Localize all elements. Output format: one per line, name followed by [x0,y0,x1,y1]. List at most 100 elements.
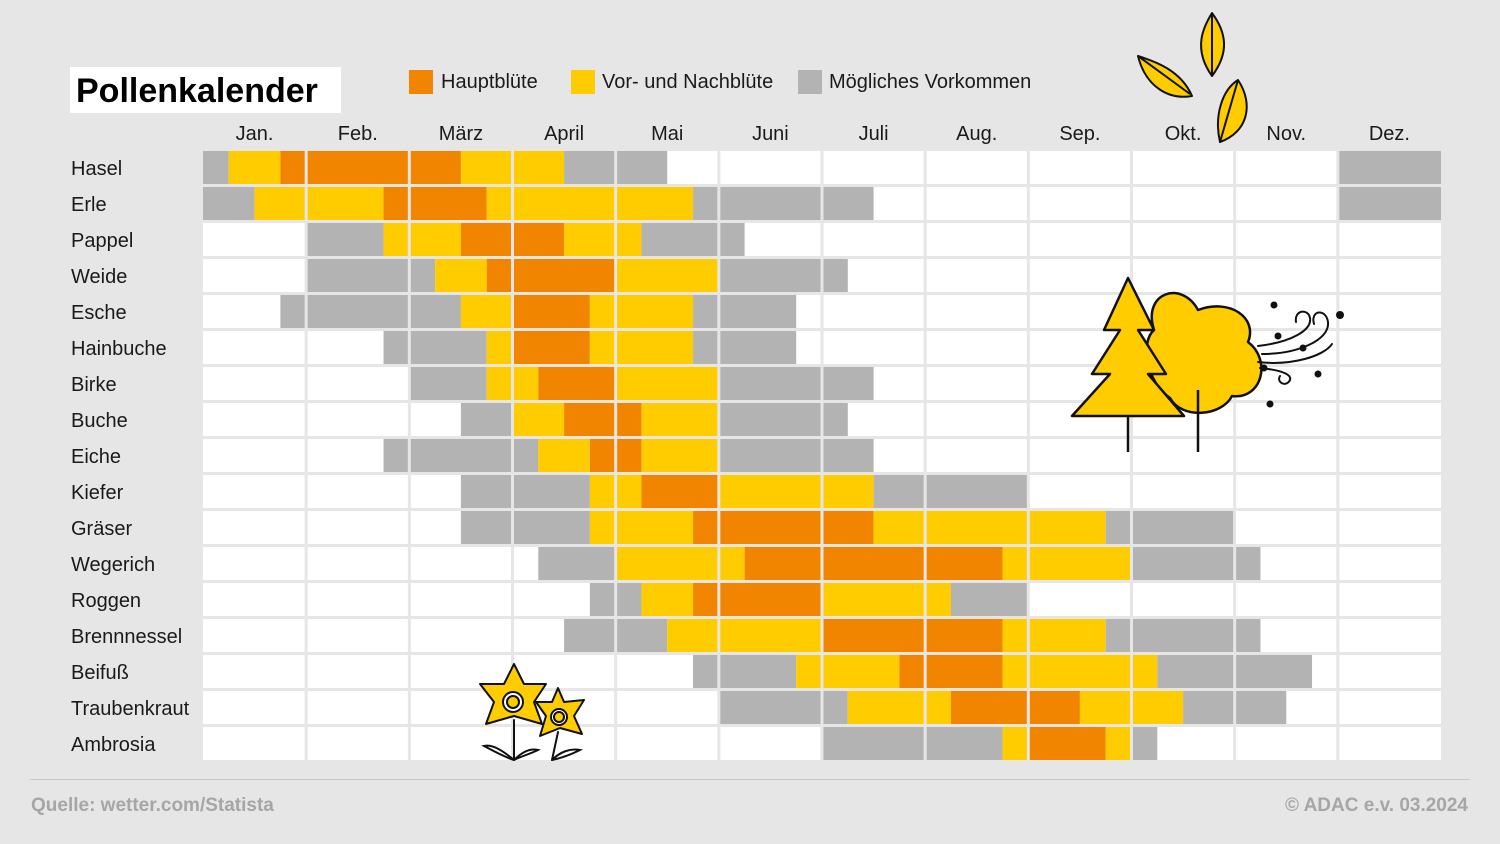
plant-label: Kiefer [71,482,124,504]
legend-swatch-vor-nachbluete [571,70,595,94]
legend-swatch-moegliches-vorkommen [798,70,822,94]
plant-label: Hainbuche [71,338,167,360]
pollen-segment [1002,547,1132,580]
pollen-segment [718,439,874,472]
month-label: Aug. [956,123,997,145]
pollen-segment [1002,655,1158,688]
pollen-segment [460,295,513,328]
pollen-segment [718,691,848,724]
pollen-segment [486,187,694,220]
pollen-segment [718,475,874,508]
pollen-segment [512,295,590,328]
plant-label: Erle [71,194,107,216]
month-label: Nov. [1266,123,1306,145]
pollen-segment [693,655,797,688]
pollen-segment [615,367,719,400]
plant-label: Weide [71,266,127,288]
month-label: Juli [859,123,889,145]
pollen-segment [796,655,900,688]
pollen-segment [564,403,642,436]
pollen-segment [538,547,616,580]
footer-source: Quelle: wetter.com/Statista [31,795,274,816]
footer-copyright: © ADAC e.v. 03.2024 [1285,795,1468,816]
plant-label: Ambrosia [71,734,156,756]
pollen-segment [718,259,848,292]
pollen-segment [950,583,1029,616]
title-box: Pollenkalender [70,67,341,113]
leaves-icon [1137,12,1248,143]
pollen-segment [460,403,513,436]
pollen-segment [589,511,694,544]
pollen-segment [435,259,487,292]
pollen-segment [744,547,1003,580]
pollen-segment [718,403,848,436]
pollen-segment [822,727,1003,760]
plant-label: Beifuß [71,662,129,684]
legend-label-hauptbluete: Hauptblüte [441,71,538,93]
pollen-segment [718,367,874,400]
pollen-segment [538,367,616,400]
month-label: März [439,123,483,145]
pollen-segment [950,691,1080,724]
pollen-segment [203,187,255,220]
pollen-segment [254,187,384,220]
pollen-segment [1105,619,1261,652]
page-title: Pollenkalender [76,72,318,110]
pollen-segment [460,511,590,544]
pollen-segment [1028,727,1106,760]
pollen-segment [1337,187,1441,220]
plant-label: Birke [71,374,117,396]
pollen-segment [486,259,616,292]
pollen-segment [873,475,1029,508]
pollen-segment [615,259,719,292]
tree-wind-icon [1070,276,1344,452]
pollen-segment [847,691,951,724]
pollen-segment [693,511,874,544]
legend-label-moegliches-vorkommen: Mögliches Vorkommen [829,71,1032,93]
pollen-segment [383,223,461,256]
legend-label-vor-nachbluete: Vor- und Nachblüte [602,71,774,93]
pollen-segment [822,619,1003,652]
pollen-segment [512,403,565,436]
month-label: Mai [651,123,683,145]
pollen-segment [1131,547,1261,580]
pollen-segment [564,223,642,256]
plant-label: Traubenkraut [71,698,190,720]
pollen-segment [641,583,694,616]
pollen-segment [280,295,461,328]
plant-label: Wegerich [71,554,155,576]
month-label: Okt. [1165,123,1202,145]
pollen-segment [641,223,745,256]
plant-label: Eiche [71,446,121,468]
pollen-segment [280,151,461,184]
pollen-segment [203,151,229,184]
pollen-segment [589,295,694,328]
legend-swatch-hauptbluete [409,70,433,94]
pollen-segment [1002,727,1029,760]
pollen-segment [667,619,822,652]
plant-label: Hasel [71,158,122,180]
pollen-segment [383,439,539,472]
pollen-segment [1105,727,1132,760]
plant-label: Brennnessel [71,626,182,648]
month-label: Juni [752,123,789,145]
pollen-segment [1131,727,1158,760]
month-label: Jan. [236,123,274,145]
pollen-segment [306,259,436,292]
daffodils-icon [479,663,585,761]
pollen-segment [383,331,487,364]
pollen-segment [641,403,719,436]
pollen-segment [1002,619,1106,652]
pollen-segment [538,439,590,472]
pollen-segment [512,331,590,364]
pollen-segment [409,367,487,400]
month-label: Feb. [338,123,378,145]
pollen-segment [822,583,951,616]
pollen-segment [693,187,874,220]
pollen-segment [306,223,384,256]
plant-label: Gräser [71,518,132,540]
pollen-segment [460,475,590,508]
pollen-segment [615,547,745,580]
pollen-segment [589,331,694,364]
